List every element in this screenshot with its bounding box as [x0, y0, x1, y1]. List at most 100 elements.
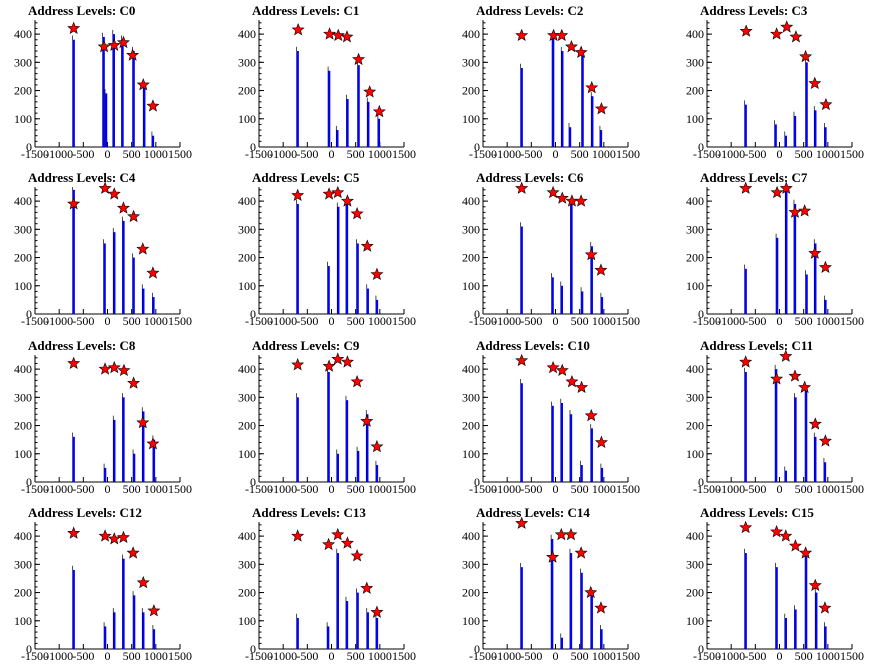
peak-marker [779, 181, 793, 194]
histogram-bar [327, 626, 330, 649]
x-tick-label: -1500 [693, 649, 721, 663]
x-tick-label: -500 [744, 649, 766, 663]
peak-marker [331, 352, 345, 365]
peak-marker [127, 376, 141, 389]
x-tick-label: 0 [105, 482, 111, 496]
x-tick-label: -1500 [469, 649, 497, 663]
histogram-bar [814, 243, 817, 314]
panel-title: Address Levels: C13 [252, 505, 366, 520]
histogram-bar [600, 467, 604, 482]
peak-marker [818, 601, 832, 614]
histogram-bar [744, 268, 747, 314]
y-tick-label: 200 [238, 586, 256, 600]
x-tick-label: 500 [347, 649, 365, 663]
y-tick-label: 100 [462, 447, 480, 461]
y-tick-label: 300 [462, 55, 480, 69]
x-tick-label: -1000 [493, 314, 521, 328]
x-tick-label: 0 [553, 649, 559, 663]
histogram-bar [142, 612, 145, 649]
peak-marker [146, 99, 160, 112]
histogram-bar [142, 411, 145, 482]
panel-6: Address Levels: C6 0 100 200 300 400 -1500-100… [462, 170, 640, 328]
peak-marker [291, 358, 305, 371]
y-tick-label: 200 [238, 84, 256, 98]
y-tick-label: 100 [462, 614, 480, 628]
x-tick-label: -1500 [469, 482, 497, 496]
histogram-bar [296, 397, 299, 482]
peak-marker [739, 24, 753, 37]
histogram-bar [793, 203, 797, 314]
histogram-bar [143, 87, 146, 147]
x-tick-label: 1500 [616, 147, 640, 161]
y-tick-label: 200 [462, 251, 480, 265]
x-tick-label: 0 [777, 147, 783, 161]
y-tick-label: 300 [14, 222, 32, 236]
peak-marker [67, 21, 81, 34]
histogram-bar [560, 637, 563, 649]
peak-marker [67, 526, 81, 539]
panel-title: Address Levels: C9 [252, 338, 360, 353]
x-tick-label: -500 [520, 147, 542, 161]
histogram-bar [346, 99, 349, 147]
x-tick-label: 500 [795, 482, 813, 496]
y-tick-label: 100 [14, 112, 32, 126]
histogram-bar [551, 277, 554, 314]
y-tick-label: 0 [250, 475, 256, 489]
peak-marker [126, 546, 140, 559]
x-tick-label: -500 [296, 147, 318, 161]
peak-marker [146, 437, 160, 450]
x-tick-label: 1500 [616, 482, 640, 496]
panel-7: Address Levels: C7 0 100 200 300 400 -1500-100… [686, 170, 864, 328]
peak-marker [789, 30, 803, 43]
x-tick-label: -1500 [469, 147, 497, 161]
histogram-bar [814, 436, 817, 482]
peak-marker [98, 181, 112, 194]
x-tick-label: -500 [296, 482, 318, 496]
y-tick-label: 300 [686, 55, 704, 69]
y-tick-label: 100 [686, 447, 704, 461]
panel-title: Address Levels: C0 [28, 3, 135, 18]
x-tick-label: -1000 [45, 482, 73, 496]
x-tick-label: -500 [520, 649, 542, 663]
peak-marker [594, 601, 608, 614]
y-tick-label: 400 [14, 27, 32, 41]
histogram-bar [600, 629, 603, 649]
y-tick-label: 200 [462, 419, 480, 433]
x-tick-label: -1000 [717, 147, 745, 161]
y-tick-label: 0 [698, 140, 704, 154]
x-tick-label: -1000 [45, 147, 73, 161]
histogram-bar [794, 397, 797, 482]
y-tick-label: 200 [14, 251, 32, 265]
y-tick-label: 100 [462, 279, 480, 293]
y-tick-label: 300 [462, 557, 480, 571]
histogram-bar [327, 371, 330, 482]
peak-marker [107, 187, 121, 200]
y-tick-label: 100 [14, 614, 32, 628]
peak-marker [117, 363, 131, 377]
histogram-bar [328, 70, 331, 147]
peak-marker [331, 28, 345, 42]
x-tick-label: 1000 [816, 147, 840, 161]
y-tick-label: 400 [462, 362, 480, 376]
histogram-bar [784, 470, 787, 482]
y-tick-label: 200 [238, 251, 256, 265]
peak-marker [780, 20, 794, 33]
y-tick-label: 200 [686, 586, 704, 600]
y-tick-label: 400 [14, 529, 32, 543]
histogram-bar [356, 592, 359, 649]
histogram-bar [104, 626, 107, 649]
x-tick-label: -1000 [269, 649, 297, 663]
peak-marker [546, 360, 560, 374]
y-tick-label: 100 [686, 112, 704, 126]
peak-marker [515, 181, 529, 194]
y-tick-label: 400 [238, 362, 256, 376]
y-tick-label: 0 [26, 475, 32, 489]
histogram-bar [142, 288, 145, 314]
histogram-bar [744, 104, 747, 147]
peak-marker [340, 355, 354, 368]
peak-marker [107, 532, 121, 545]
y-tick-label: 300 [686, 222, 704, 236]
x-tick-label: 1500 [392, 314, 416, 328]
histogram-bar [345, 400, 349, 482]
x-tick-label: 500 [347, 147, 365, 161]
